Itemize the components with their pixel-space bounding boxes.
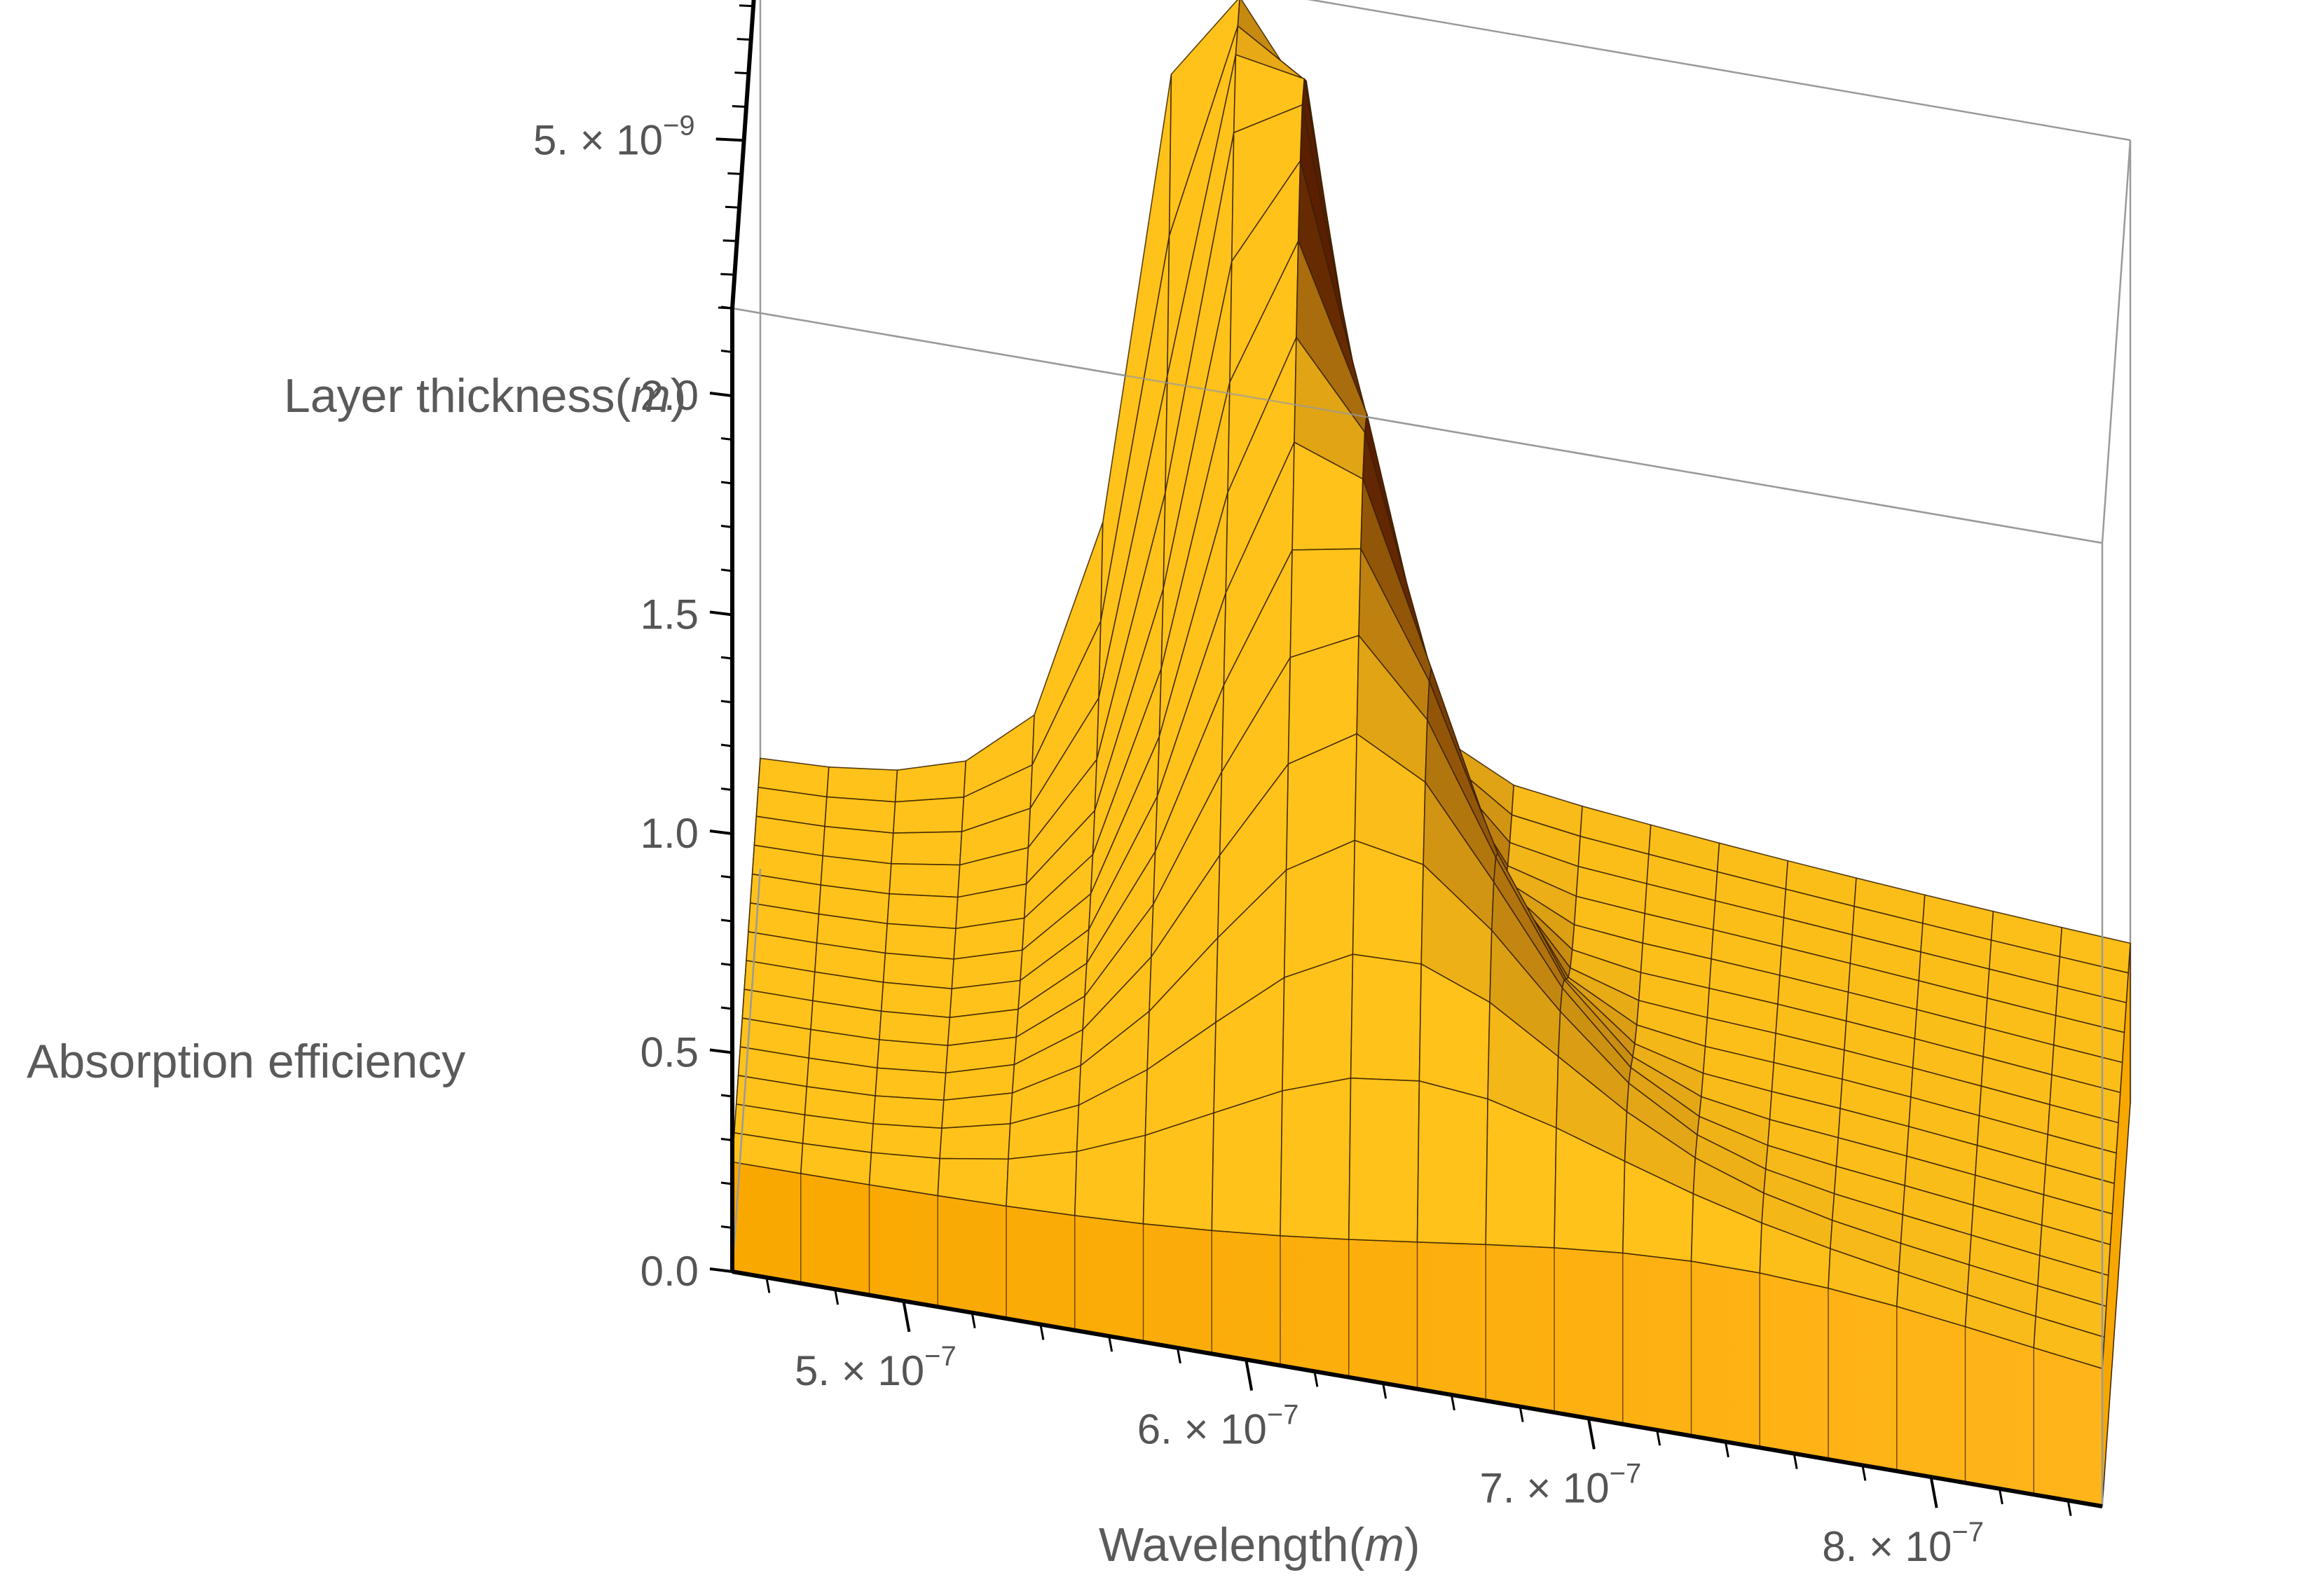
box-edge	[731, 868, 762, 1272]
surface-patch	[1350, 954, 1422, 1082]
x-minor-tick	[1108, 1335, 1113, 1352]
x-minor-tick	[1656, 1429, 1661, 1446]
x-minor-tick	[971, 1312, 976, 1328]
ticks: 0.0 0.5 1.0 1.5 2.0 5. × 10−7 6. × 10−7 7. × 10…	[533, 4, 2072, 1570]
x-tick-label: 7. × 10−7	[1479, 1458, 1641, 1511]
surface-patch	[1280, 1078, 1352, 1240]
x-tick-label: 6. × 10−7	[1137, 1400, 1299, 1453]
surface-patch	[826, 766, 898, 803]
x-minor-tick	[1039, 1324, 1045, 1340]
y-axis-line	[730, 0, 756, 309]
box-edge	[1307, 0, 2131, 142]
z-minor-tick	[720, 350, 733, 353]
z-minor-tick	[720, 1006, 733, 1010]
y-minor-tick	[734, 71, 749, 75]
z-minor-tick	[720, 743, 733, 748]
surface-patch	[1282, 954, 1354, 1092]
z-minor-tick	[720, 875, 733, 879]
surface-patch	[891, 831, 963, 866]
z-minor-tick	[720, 612, 733, 616]
z-minor-tick	[720, 568, 733, 572]
x-axis-line	[732, 1270, 2103, 1508]
y-minor-tick	[722, 239, 737, 242]
x-minor-tick	[1382, 1382, 1387, 1399]
box-edge	[732, 307, 2103, 544]
y-minor-tick	[732, 105, 747, 108]
x-tick-label: 8. × 10−7	[1822, 1517, 1984, 1570]
z-minor-tick	[720, 481, 733, 485]
x-minor-tick	[834, 1288, 840, 1305]
z-axis-label: Absorption efficiency	[27, 1035, 465, 1088]
z-tick-label: 2.0	[640, 372, 699, 419]
z-minor-tick	[720, 1138, 733, 1141]
z-minor-tick	[720, 1094, 733, 1098]
y-minor-tick	[720, 273, 735, 276]
x-minor-tick	[1930, 1476, 1935, 1493]
x-minor-tick	[1793, 1453, 1798, 1469]
z-tick-label: 0.5	[640, 1029, 699, 1076]
x-minor-tick	[1245, 1359, 1250, 1375]
z-minor-tick	[720, 1269, 733, 1273]
z-minor-tick	[720, 1050, 733, 1054]
surface-patch	[939, 1123, 1011, 1160]
y-tick-label: 5. × 10−9	[533, 110, 695, 163]
surface-patch	[877, 1039, 949, 1074]
surface	[732, 0, 2131, 1507]
surface-patch	[889, 863, 961, 898]
z-tick-label: 1.0	[640, 810, 699, 857]
y-axis-label: Layer thickness(m)	[284, 369, 686, 422]
z-minor-tick	[720, 1225, 733, 1229]
x-minor-tick	[1176, 1347, 1181, 1364]
surface-patch	[1416, 1080, 1488, 1246]
surface-patch	[1006, 1150, 1078, 1216]
x-minor-tick	[1587, 1418, 1593, 1434]
z-minor-tick	[720, 787, 733, 791]
surface-patch	[875, 1067, 947, 1101]
z-minor-tick	[720, 919, 733, 923]
x-minor-tick	[1998, 1488, 2003, 1505]
x-axis-label: Wavelength(m)	[1099, 1518, 1420, 1571]
z-tick-label: 1.5	[640, 591, 699, 638]
x-minor-tick	[1724, 1441, 1729, 1458]
z-minor-tick	[720, 963, 733, 966]
surface-patch	[886, 893, 959, 930]
x-minor-tick	[1519, 1406, 1524, 1422]
box-edge	[2101, 139, 2132, 544]
z-minor-tick	[720, 700, 733, 703]
z-minor-tick	[720, 1181, 733, 1185]
x-minor-tick	[2067, 1500, 2072, 1516]
surface-patch	[872, 1095, 945, 1129]
x-minor-tick	[902, 1300, 907, 1317]
surface-patch	[1348, 1078, 1420, 1243]
x-minor-tick	[1861, 1465, 1867, 1481]
z-minor-tick	[720, 437, 733, 441]
z-tick-label: 0.0	[640, 1248, 699, 1295]
y-minor-tick	[727, 172, 742, 175]
z-minor-tick	[720, 831, 733, 835]
surface-patch	[893, 797, 965, 834]
x-minor-tick	[1313, 1371, 1319, 1387]
x-minor-tick	[765, 1277, 771, 1293]
z-minor-tick	[720, 525, 733, 528]
x-minor-tick	[1450, 1394, 1455, 1411]
y-minor-tick	[736, 38, 751, 41]
z-minor-tick	[720, 393, 733, 397]
surface-patch	[894, 760, 967, 803]
z-minor-tick	[720, 656, 733, 660]
surface-patch	[1211, 1090, 1283, 1237]
surface-patch	[2033, 1316, 2105, 1370]
x-tick-label: 5. × 10−7	[795, 1341, 957, 1394]
y-minor-tick	[729, 138, 744, 142]
